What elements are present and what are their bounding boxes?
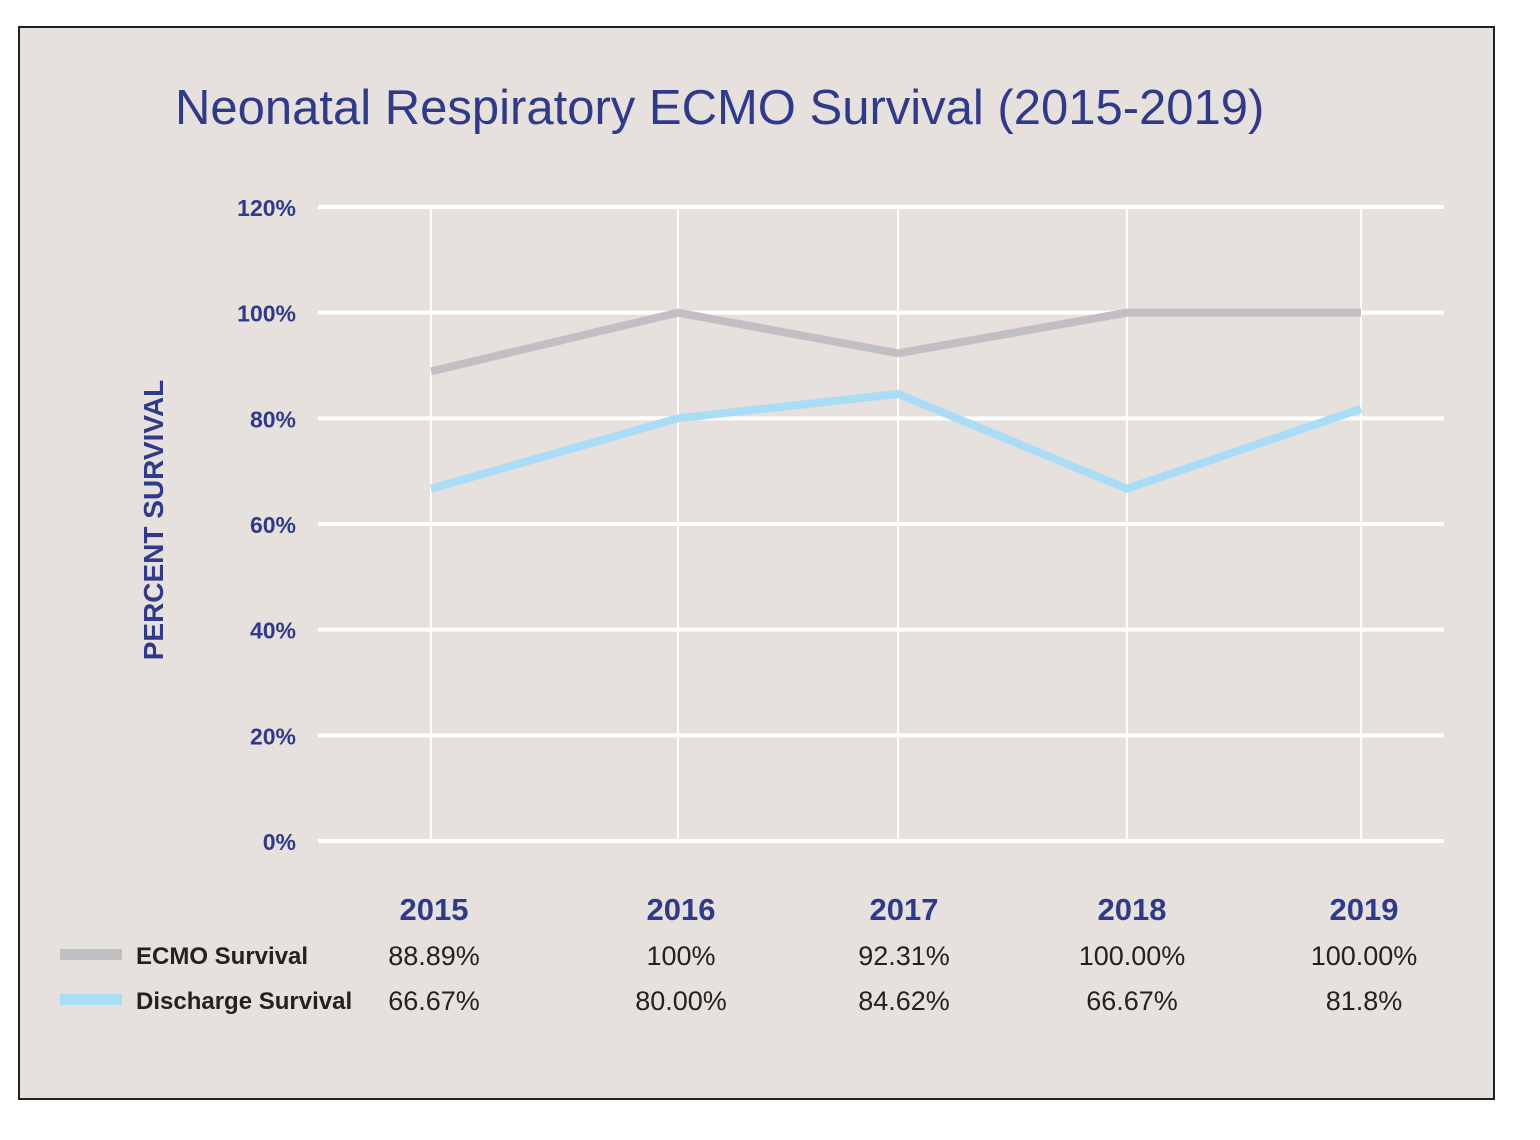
y-axis-label: PERCENT SURVIVAL	[138, 380, 169, 661]
data-label: 66.67%	[1086, 986, 1178, 1016]
x-tick-label: 2016	[647, 892, 716, 927]
data-label: 88.89%	[388, 941, 480, 971]
x-tick-label: 2017	[870, 892, 939, 927]
y-tick-label: 80%	[250, 406, 296, 432]
data-label: 100.00%	[1079, 941, 1186, 971]
x-tick-label: 2018	[1098, 892, 1167, 927]
x-tick-label: 2019	[1330, 892, 1399, 927]
y-tick-label: 40%	[250, 618, 296, 644]
legend-label: Discharge Survival	[136, 988, 352, 1015]
grid	[318, 205, 1444, 843]
x-tick-label: 2015	[400, 892, 469, 927]
series-lines	[429, 308, 1363, 494]
y-ticks: 0% 20% 40% 60% 80% 100% 120%	[237, 195, 296, 855]
data-label: 92.31%	[858, 941, 950, 971]
data-table: 2015 2016 2017 2018 2019 ECMO Survival 88.89% 1…	[60, 892, 1417, 1016]
y-tick-label: 0%	[263, 829, 296, 855]
y-tick-label: 60%	[250, 512, 296, 538]
legend-swatch	[60, 994, 122, 1005]
data-label: 81.8%	[1326, 986, 1403, 1016]
data-label: 100.00%	[1311, 941, 1418, 971]
data-label: 80.00%	[635, 986, 727, 1016]
chart-frame	[18, 26, 1495, 1100]
series-line-discharge-survival	[429, 389, 1363, 494]
legend-swatch	[60, 949, 122, 960]
y-tick-label: 120%	[237, 195, 296, 221]
legend-label: ECMO Survival	[136, 943, 308, 970]
data-label: 100%	[646, 941, 715, 971]
y-tick-label: 100%	[237, 301, 296, 327]
y-tick-label: 20%	[250, 723, 296, 749]
data-label: 84.62%	[858, 986, 950, 1016]
series-line-ecmo-survival	[430, 308, 1361, 376]
data-label: 66.67%	[388, 986, 480, 1016]
chart-title: Neonatal Respiratory ECMO Survival (2015…	[175, 81, 1264, 135]
